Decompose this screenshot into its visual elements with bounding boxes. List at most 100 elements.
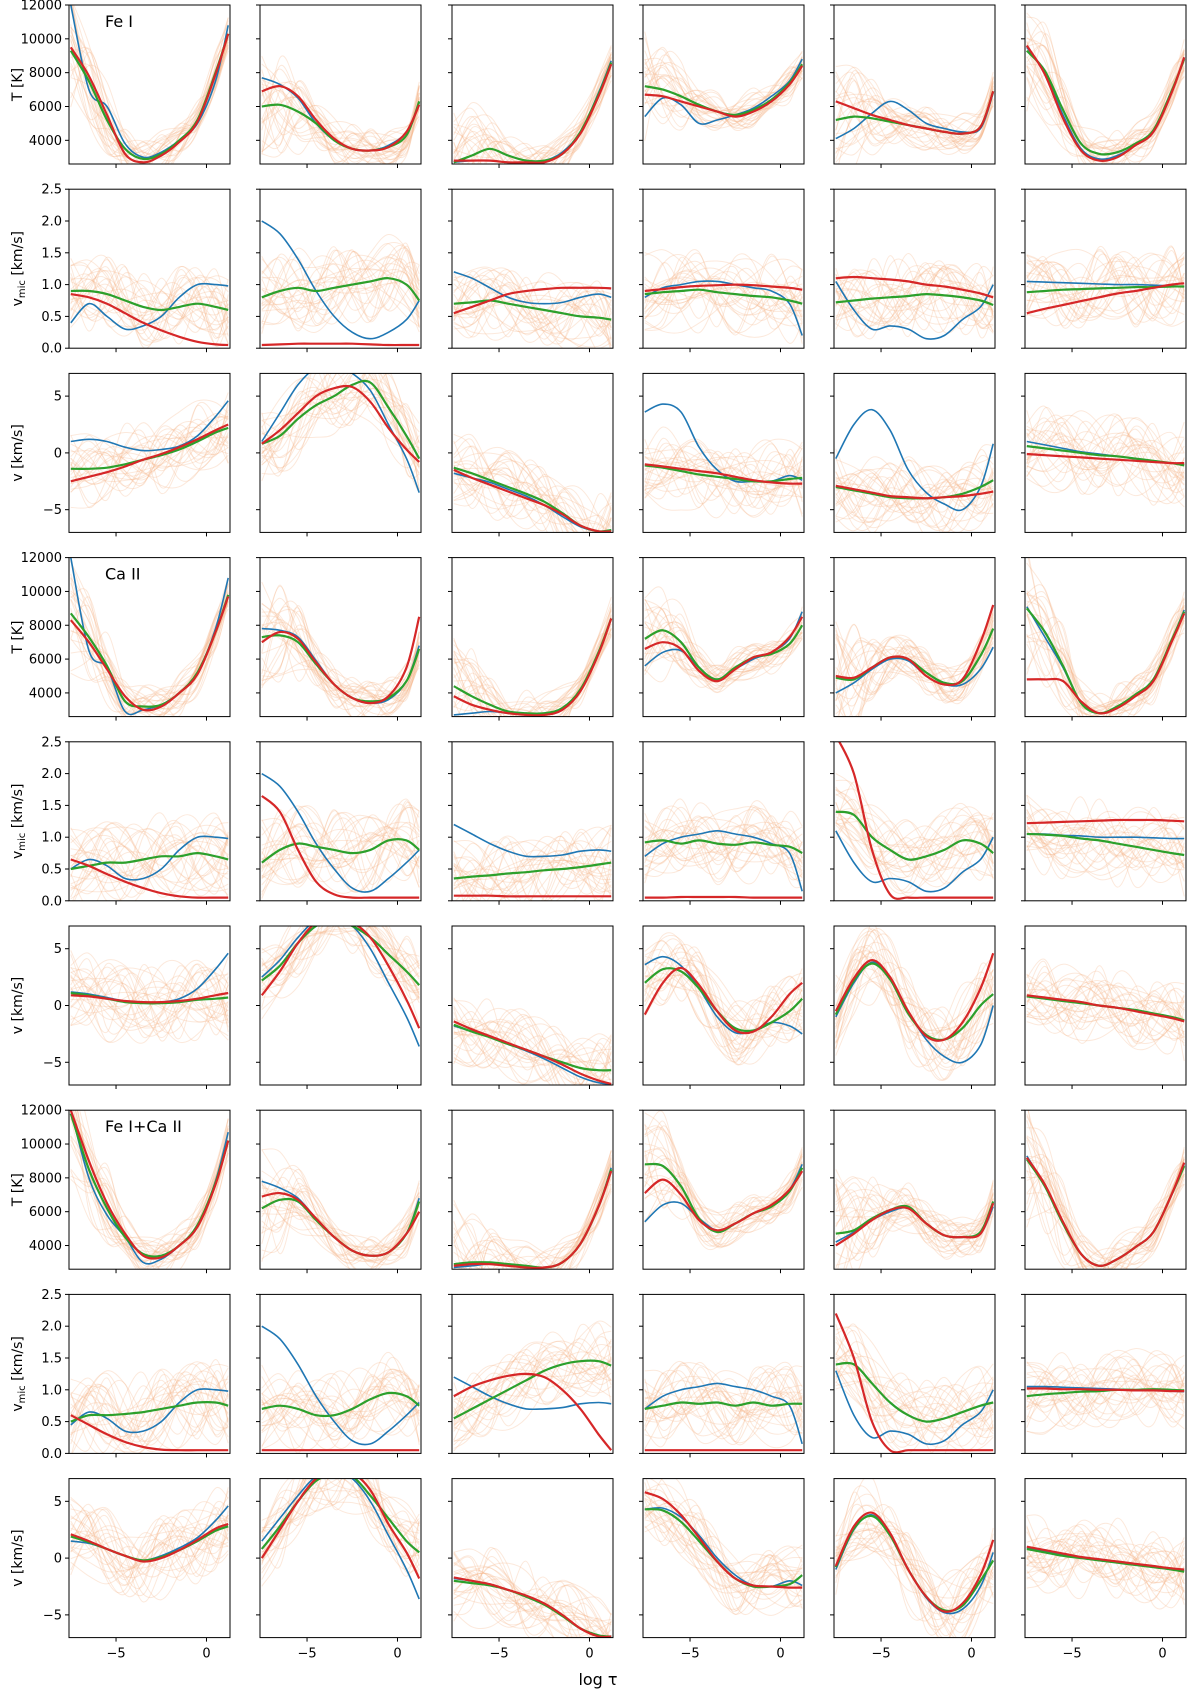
spread-line [453, 1578, 609, 1638]
spread-line [453, 1184, 612, 1270]
axes-frame [259, 4, 422, 165]
spread-line [70, 989, 229, 1011]
spread-line [261, 251, 420, 326]
spread-line [261, 804, 420, 893]
spread-line [261, 1168, 420, 1270]
panel-4-5 [830, 557, 996, 721]
spread-line [261, 1372, 420, 1432]
spread-line [70, 824, 229, 893]
spread-line [835, 476, 994, 514]
spread-line [261, 386, 420, 463]
spread-line [261, 1149, 420, 1261]
spread-line [644, 1370, 803, 1439]
spread-line [261, 833, 420, 865]
spread-line [1026, 809, 1185, 874]
y-tick-label: 5 [54, 942, 62, 957]
spread-line [453, 458, 612, 533]
spread-line [835, 270, 994, 322]
spread-line [835, 75, 994, 147]
spread-ensemble [261, 233, 420, 334]
spread-line [70, 1379, 229, 1438]
spread-line [453, 608, 612, 717]
spread-line [644, 1385, 803, 1426]
spread-line [835, 1528, 994, 1638]
spread-line [70, 577, 229, 717]
spread-line [453, 1007, 612, 1085]
spread-line [644, 806, 803, 876]
spread-line [453, 1161, 612, 1270]
spread-line [453, 1020, 612, 1068]
spread-line [261, 1368, 420, 1442]
spread-line [835, 1546, 994, 1589]
spread-line [835, 793, 994, 864]
y-tick-label: 0.0 [41, 342, 62, 357]
spread-line [644, 1386, 803, 1419]
spread-line [1026, 417, 1185, 497]
spread-line [644, 612, 803, 694]
series-line-blue [261, 1478, 420, 1600]
spread-line [70, 827, 229, 892]
panel-1-3 [448, 4, 614, 168]
plot-area [1026, 1348, 1185, 1435]
y-axis-label: T [K] [10, 68, 26, 102]
spread-line [835, 928, 994, 1067]
panel-9-5: −5 0 [830, 1478, 996, 1662]
spread-line [644, 279, 803, 314]
spread-line [835, 1349, 994, 1432]
x-tick-label: −5 [297, 1647, 316, 1662]
spread-line [261, 638, 420, 708]
spread-line [261, 276, 420, 299]
spread-line [70, 582, 229, 717]
spread-line [261, 86, 420, 164]
spread-line [453, 52, 612, 164]
spread-line [453, 610, 612, 717]
x-tick-label: 0 [1158, 1647, 1166, 1662]
spread-line [261, 243, 420, 325]
spread-line [453, 1331, 612, 1427]
spread-line [644, 253, 803, 334]
spread-line [1026, 594, 1185, 715]
y-tick-label: 1.5 [41, 799, 62, 814]
spread-line [261, 1374, 420, 1441]
spread-line [644, 48, 803, 128]
axes-frame [1024, 741, 1187, 902]
spread-line [835, 78, 994, 150]
spread-line [644, 456, 803, 490]
spread-line [835, 272, 994, 321]
spread-line [261, 926, 420, 999]
y-tick-label: 4000 [29, 1239, 62, 1254]
spread-line [261, 373, 420, 478]
spread-line [835, 1529, 994, 1621]
spread-line [261, 926, 420, 1000]
spread-line [835, 483, 994, 508]
spread-line [1026, 816, 1185, 873]
spread-line [835, 978, 994, 1035]
spread-line [453, 467, 612, 533]
spread-line [1026, 808, 1185, 870]
spread-line [835, 458, 994, 528]
series-line-blue [644, 1163, 803, 1232]
spread-line [644, 974, 803, 1033]
y-tick-label: 12000 [21, 1104, 62, 1119]
spread-line [261, 1197, 420, 1248]
spread-line [835, 72, 994, 149]
spread-line [1026, 1353, 1185, 1430]
y-tick-label: 4000 [29, 134, 62, 149]
spread-line [644, 1167, 803, 1233]
spread-line [70, 1371, 229, 1452]
spread-ensemble [261, 1478, 420, 1587]
spread-line [453, 72, 612, 164]
plot-area [453, 1320, 613, 1452]
spread-line [453, 1548, 591, 1638]
spread-line [70, 1393, 229, 1436]
plot-area [1026, 245, 1185, 329]
spread-line [1026, 598, 1185, 717]
spread-line [835, 929, 994, 1072]
panel-5-1: 0.0 0.5 1.0 1.5 2.0 2.5 vmic [km/s] [10, 735, 231, 909]
spread-line [1026, 414, 1185, 497]
spread-ensemble [453, 45, 612, 164]
spread-line [453, 272, 596, 349]
spread-line [261, 1385, 420, 1427]
spread-line [453, 1341, 612, 1432]
spread-line [453, 53, 612, 164]
